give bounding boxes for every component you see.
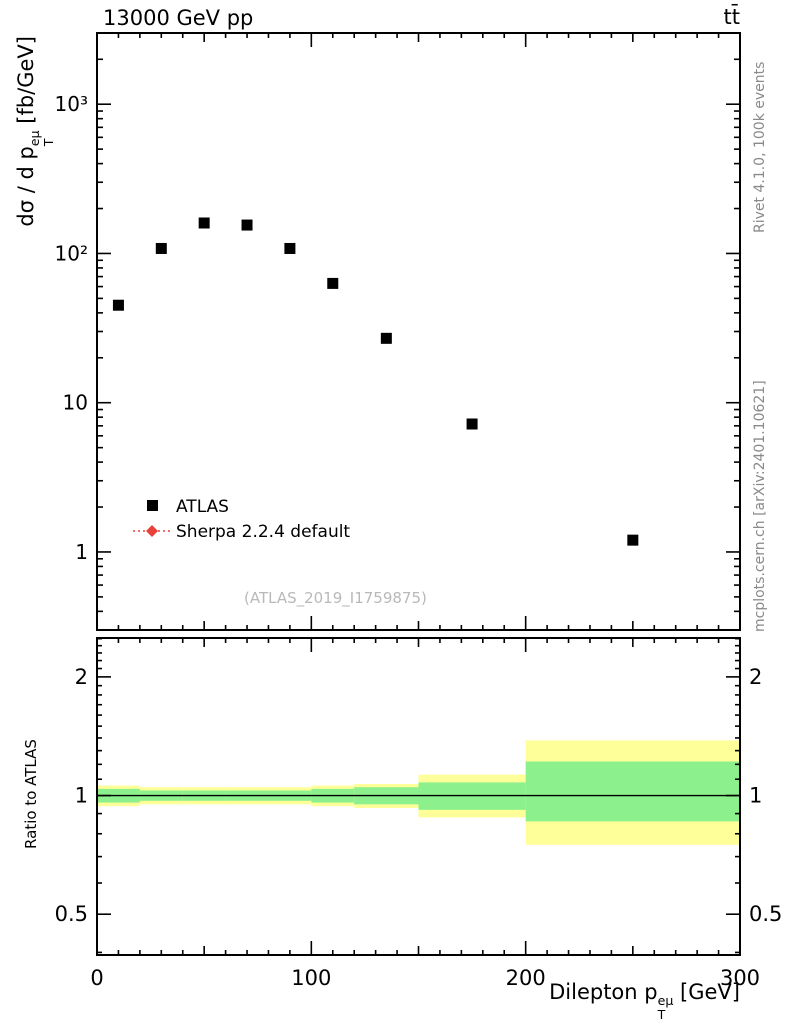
ratio-band-inner — [525, 761, 740, 822]
data-point-atlas — [466, 418, 478, 430]
data-point-atlas — [284, 242, 296, 254]
ratio-tick-label-right: 2 — [749, 665, 762, 689]
legend-marker-atlas — [147, 500, 158, 511]
y-tick-label: 10³ — [55, 92, 88, 116]
x-axis-label: Dilepton p eμ T [GeV] — [549, 980, 740, 1021]
x-label-suffix: [GeV] — [673, 980, 740, 1004]
y-label-prefix: dσ / d p — [14, 146, 38, 227]
mcplots-credit-note: mcplots.cern.ch [arXiv:2401.10621] — [752, 380, 768, 632]
y-tick-label: 10 — [63, 391, 88, 415]
data-point-atlas — [241, 219, 253, 231]
x-tick-label: 0 — [90, 966, 103, 990]
ratio-y-axis-label: Ratio to ATLAS — [22, 739, 40, 849]
y-tick-label: 10² — [55, 241, 88, 265]
ratio-tick-label-right: 1 — [749, 784, 762, 808]
data-point-atlas — [112, 299, 124, 311]
process-title: tt̄ — [723, 5, 740, 29]
ratio-tick-label-left: 2 — [75, 665, 88, 689]
legend-marker-sherpa — [146, 525, 158, 537]
data-point-atlas — [155, 242, 167, 254]
y-tick-label: 1 — [75, 540, 88, 564]
beam-title: 13000 GeV pp — [103, 6, 254, 30]
x-label-prefix: Dilepton p — [549, 980, 658, 1004]
analysis-id-watermark: (ATLAS_2019_I1759875) — [244, 589, 427, 607]
legend-label-atlas: ATLAS — [176, 497, 229, 517]
x-tick-label: 200 — [506, 966, 546, 990]
x-label-subsup: eμ T — [657, 993, 674, 1022]
data-point-atlas — [627, 534, 639, 546]
legend-label-sherpa: Sherpa 2.2.4 default — [176, 522, 351, 542]
data-point-atlas — [380, 332, 392, 344]
ratio-tick-label-right: 0.5 — [749, 902, 782, 926]
y-label-subsup: eμ T — [27, 130, 56, 147]
y-label-suffix: [fb/GeV] — [14, 36, 38, 131]
x-tick-label: 300 — [720, 966, 760, 990]
main-y-axis-label: dσ / d p eμ T [fb/GeV] — [14, 30, 56, 630]
data-point-atlas — [198, 217, 210, 229]
ratio-tick-label-left: 1 — [75, 784, 88, 808]
rivet-version-note: Rivet 4.1.0, 100k events — [752, 61, 768, 233]
x-tick-label: 100 — [291, 966, 331, 990]
ratio-tick-label-left: 0.5 — [55, 902, 88, 926]
data-point-atlas — [327, 277, 339, 289]
